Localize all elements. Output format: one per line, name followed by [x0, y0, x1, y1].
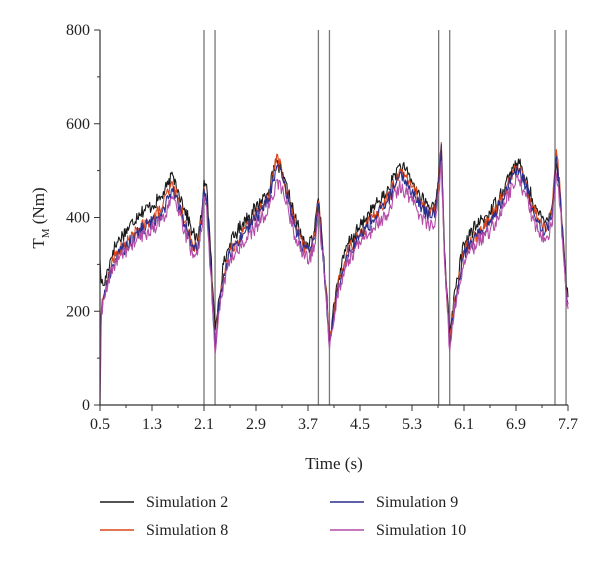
legend-label: Simulation 9 — [376, 494, 458, 511]
x-tick-label: 1.3 — [142, 416, 162, 433]
x-tick-label: 7.7 — [558, 416, 578, 433]
x-tick-label: 2.9 — [246, 416, 266, 433]
series-line-3 — [99, 144, 569, 352]
x-tick-label: 3.7 — [298, 416, 318, 433]
y-axis-title: TM (Nm) — [29, 187, 52, 248]
series-line-1 — [99, 148, 569, 341]
legend-label: Simulation 10 — [376, 522, 466, 539]
y-axis-title-symbol: T — [29, 238, 48, 249]
tick-labels: 0 200 400 600 800 0.5 1.3 2.1 2.9 3.7 4.5 5.3 6.1 6.9… — [66, 22, 578, 433]
series-lines — [99, 141, 569, 406]
x-axis-title: Time (s) — [305, 454, 362, 473]
axes — [94, 29, 569, 411]
legend: Simulation 2 Simulation 9 Simulation 8 Simu… — [100, 494, 466, 539]
y-tick-label: 800 — [66, 22, 90, 39]
x-tick-label: 6.1 — [454, 416, 474, 433]
y-axis-title-unit: (Nm) — [29, 187, 48, 228]
series-line-4 — [99, 160, 569, 406]
y-axis-title-subscript: M — [40, 228, 52, 238]
x-tick-label: 2.1 — [194, 416, 214, 433]
x-tick-label: 5.3 — [402, 416, 422, 433]
x-tick-label: 4.5 — [350, 416, 370, 433]
x-tick-label: 6.9 — [506, 416, 526, 433]
legend-label: Simulation 2 — [146, 494, 228, 511]
legend-label: Simulation 8 — [146, 522, 228, 539]
y-tick-label: 600 — [66, 116, 90, 133]
y-tick-label: 200 — [66, 303, 90, 320]
y-tick-label: 0 — [82, 397, 90, 414]
y-tick-label: 400 — [66, 210, 90, 227]
x-tick-label: 0.5 — [90, 416, 110, 433]
